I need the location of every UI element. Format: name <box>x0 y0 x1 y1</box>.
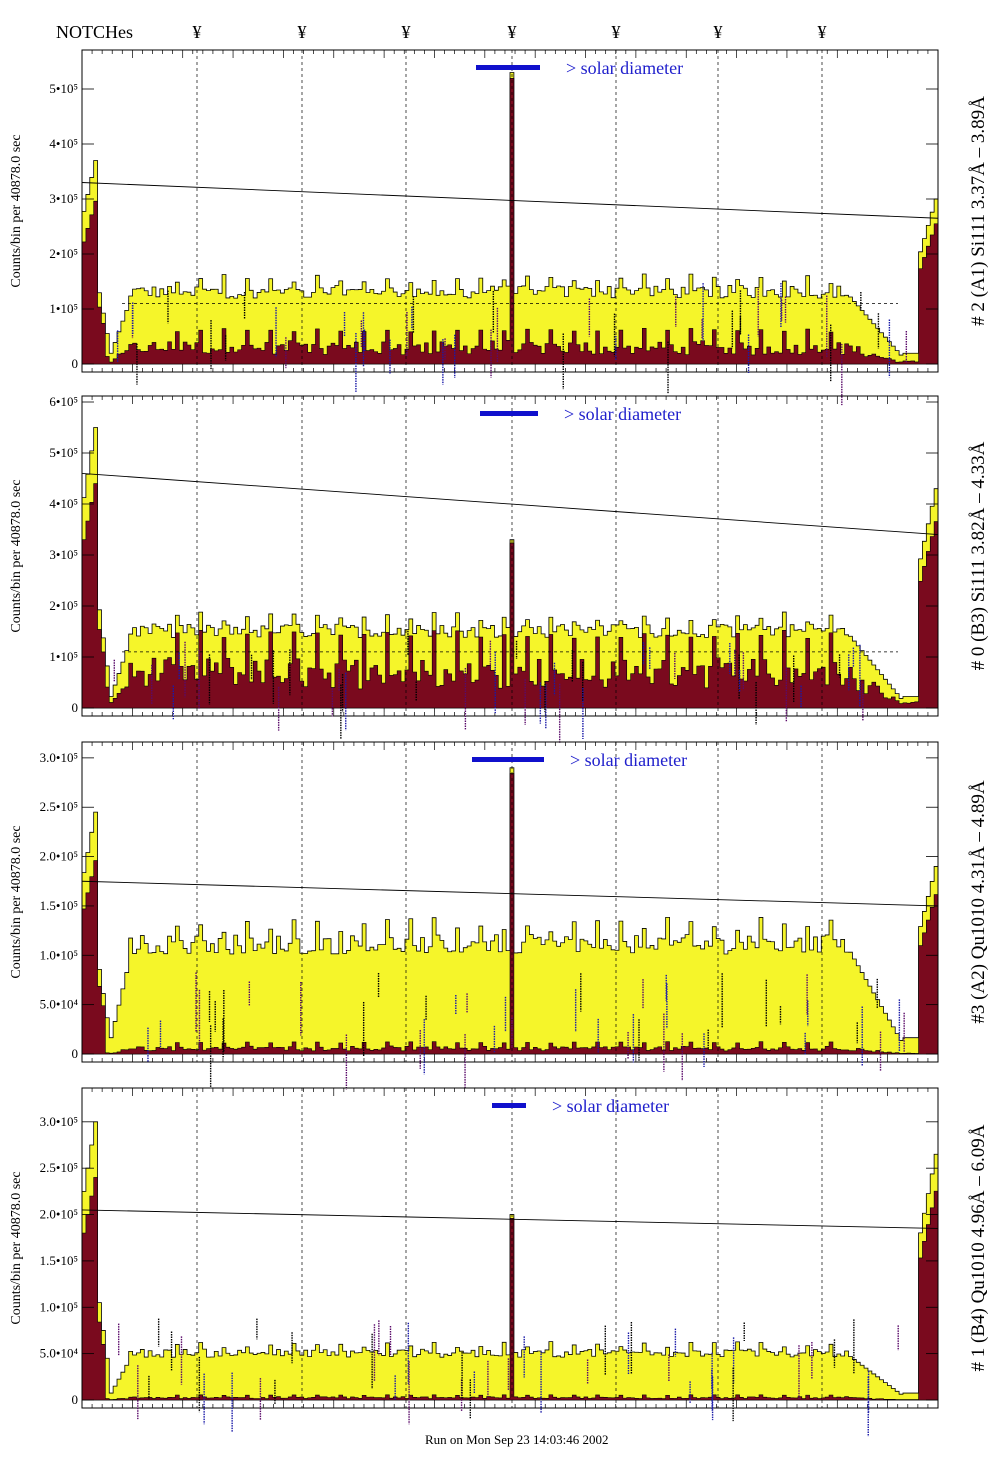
solar-diameter-label: > solar diameter <box>552 1096 669 1116</box>
panel-label: # 0 (B3) Si111 3.82Å – 4.33Å <box>968 441 989 670</box>
y-tick-label: 1.5•10⁵ <box>40 898 78 913</box>
y-tick-label: 1.0•10⁵ <box>40 1299 78 1314</box>
y-tick-label: 2•10⁵ <box>49 246 78 261</box>
y-tick-label: 1•10⁵ <box>49 649 78 664</box>
notch-symbol: ¥ <box>612 22 621 42</box>
peak-histogram <box>81 78 939 365</box>
y-tick-label: 0 <box>72 700 79 715</box>
panel-0: 0 1•10⁵ 2•10⁵ 3•10⁵ 4•10⁵ 5•10⁵ Counts/bin per… <box>9 49 989 406</box>
y-axis-title: Counts/bin per 40878.0 sec <box>9 479 24 632</box>
y-tick-label: 6•10⁵ <box>49 394 78 409</box>
solar-diameter-bar <box>492 1103 526 1108</box>
y-tick-label: 1.5•10⁵ <box>40 1253 78 1268</box>
panel-label: # 1 (B4) Qu1010 4.96Å – 6.09Å <box>968 1124 989 1371</box>
solar-diameter-bar <box>476 65 540 70</box>
solar-diameter-label: > solar diameter <box>564 404 681 424</box>
y-tick-label: 2.5•10⁵ <box>40 799 78 814</box>
y-tick-label: 5•10⁵ <box>49 445 78 460</box>
notch-symbol: ¥ <box>714 22 723 42</box>
y-tick-label: 5.0•10⁴ <box>40 1346 79 1361</box>
notch-symbol: ¥ <box>193 22 202 42</box>
panel-label: #3 (A2) Qu1010 4.31Å – 4.89Å <box>968 780 989 1024</box>
y-tick-label: 2.0•10⁵ <box>40 1207 78 1222</box>
peak-histogram <box>81 1177 939 1401</box>
y-tick-label: 4•10⁵ <box>49 496 78 511</box>
y-tick-label: 3.0•10⁵ <box>40 750 78 765</box>
panels: 0 1•10⁵ 2•10⁵ 3•10⁵ 4•10⁵ 5•10⁵ Counts/bin per… <box>9 49 989 1437</box>
solar-diameter-bar <box>472 757 544 762</box>
panel-label: # 2 (A1) Si111 3.37Å – 3.89Å <box>968 96 989 326</box>
peak-histogram <box>81 483 939 709</box>
y-tick-label: 1.0•10⁵ <box>40 947 78 962</box>
panel-1: 0 1•10⁵ 2•10⁵ 3•10⁵ 4•10⁵ 5•10⁵ 6•10⁵ Counts/bi… <box>9 394 989 743</box>
panel-2: 0 5.0•10⁴ 1.0•10⁵ 1.5•10⁵ 2.0•10⁵ 2.5•10⁵ 3.0•… <box>9 741 989 1090</box>
y-tick-label: 4•10⁵ <box>49 136 78 151</box>
y-tick-label: 5•10⁵ <box>49 81 78 96</box>
y-axis-title: Counts/bin per 40878.0 sec <box>9 134 24 287</box>
plot-frame <box>81 395 939 717</box>
sloped-reference-line <box>81 880 939 907</box>
y-tick-label: 0 <box>72 356 79 371</box>
notch-symbol: ¥ <box>298 22 307 42</box>
solar-diameter-bar <box>480 411 538 416</box>
notches-label: NOTCHes <box>56 22 133 42</box>
notch-symbol: ¥ <box>402 22 411 42</box>
notch-markers: ¥ ¥ ¥ ¥ ¥ ¥ ¥ <box>193 22 827 42</box>
y-tick-label: 3•10⁵ <box>49 191 78 206</box>
solar-diameter-label: > solar diameter <box>570 750 687 770</box>
plot-frame <box>81 741 939 1063</box>
notch-symbol: ¥ <box>508 22 517 42</box>
y-tick-label: 0 <box>72 1046 79 1061</box>
y-tick-label: 2.0•10⁵ <box>40 849 78 864</box>
sloped-reference-line <box>81 472 939 536</box>
y-tick-label: 5.0•10⁴ <box>40 997 79 1012</box>
sloped-reference-line <box>81 1209 939 1229</box>
y-tick-label: 1•10⁵ <box>49 301 78 316</box>
solar-diameter-label: > solar diameter <box>566 58 683 78</box>
y-tick-label: 3.0•10⁵ <box>40 1114 78 1129</box>
plot-frame <box>81 49 939 373</box>
run-info-footer: Run on Mon Sep 23 14:03:46 2002 <box>425 1432 608 1447</box>
sloped-reference-line <box>81 182 939 219</box>
y-tick-label: 2.5•10⁵ <box>40 1160 78 1175</box>
y-tick-label: 2•10⁵ <box>49 598 78 613</box>
y-axis-title: Counts/bin per 40878.0 sec <box>9 1171 24 1324</box>
panel-3: 0 5.0•10⁴ 1.0•10⁵ 1.5•10⁵ 2.0•10⁵ 2.5•10⁵ 3.0•… <box>9 1087 989 1437</box>
y-tick-label: 0 <box>72 1392 79 1407</box>
y-tick-label: 3•10⁵ <box>49 547 78 562</box>
plot-frame <box>81 1087 939 1409</box>
notch-symbol: ¥ <box>818 22 827 42</box>
y-axis-title: Counts/bin per 40878.0 sec <box>9 825 24 978</box>
peak-histogram <box>81 773 939 1055</box>
